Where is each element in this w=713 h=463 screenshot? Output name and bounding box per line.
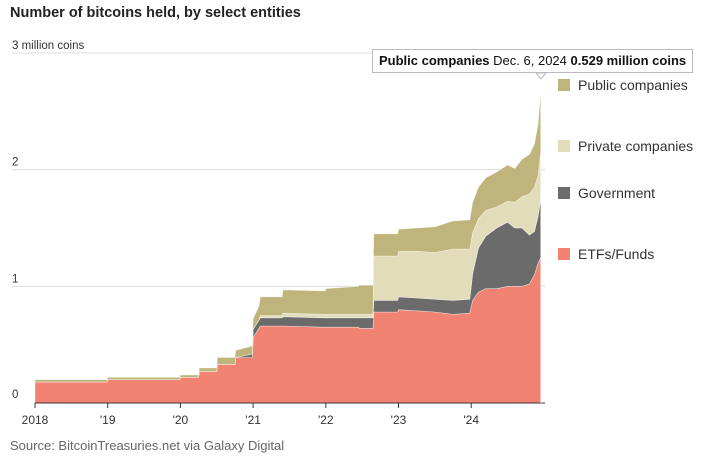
area-layers (34, 88, 542, 404)
legend-swatch-government (558, 187, 570, 199)
legend-label-government: Government (578, 185, 655, 201)
tooltip-date: Dec. 6, 2024 (493, 53, 567, 68)
tooltip-series: Public companies (379, 53, 490, 68)
x-tick-label-2023: '23 (391, 413, 407, 427)
x-tick-label-2018: 2018 (22, 413, 49, 427)
legend-swatch-public-companies (558, 79, 570, 91)
x-tick-label-2022: '22 (318, 413, 334, 427)
tooltip-marker (534, 72, 548, 403)
legend-label-public-companies: Public companies (578, 77, 688, 93)
y-axis-ticks: 0 1 2 3 million coins (12, 40, 84, 401)
legend-label-private-companies: Private companies (578, 138, 693, 154)
x-tick-label-2024: '24 (463, 413, 479, 427)
legend-label-etfs-funds: ETFs/Funds (578, 246, 654, 262)
y-tick-label-2: 2 (12, 157, 18, 169)
y-tick-label-0: 0 (12, 389, 18, 401)
x-tick-label-2019: '19 (100, 413, 116, 427)
tooltip-value: 0.529 million coins (570, 53, 687, 68)
y-tick-label-1: 1 (12, 273, 18, 285)
chart-title: Number of bitcoins held, by select entit… (10, 5, 301, 21)
x-tick-label-2021: '21 (245, 413, 261, 427)
x-tick-label-2020: '20 (173, 413, 189, 427)
legend-swatch-etfs-funds (558, 248, 570, 260)
tooltip: Public companies Dec. 6, 2024 0.529 mill… (372, 49, 694, 73)
legend-swatch-private-companies (558, 140, 570, 152)
x-axis-ticks: 2018 '19 '20 '21 '22 '23 '24 (22, 403, 479, 427)
y-tick-label-3: 3 million coins (12, 40, 84, 52)
tooltip-pointer (534, 72, 548, 80)
source-note: Source: BitcoinTreasuries.net via Galaxy… (10, 438, 285, 453)
legend: Public companies Private companies Governm… (558, 77, 693, 262)
